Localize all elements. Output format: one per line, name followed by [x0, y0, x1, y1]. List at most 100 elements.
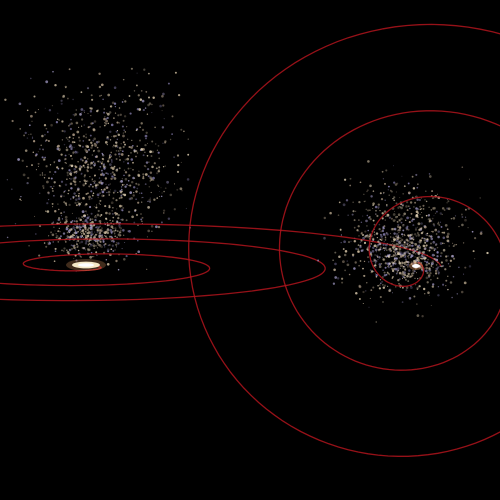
star — [140, 147, 143, 151]
star — [42, 148, 44, 151]
star — [412, 250, 415, 254]
star — [452, 257, 456, 260]
star — [120, 180, 123, 183]
star — [400, 240, 403, 243]
star — [435, 267, 439, 271]
star — [93, 163, 96, 167]
star — [346, 260, 348, 262]
star — [392, 243, 394, 245]
star — [80, 108, 84, 111]
star — [379, 295, 382, 299]
star — [398, 228, 401, 232]
star — [92, 127, 96, 131]
star — [88, 138, 91, 142]
star — [136, 128, 139, 131]
star — [406, 201, 409, 204]
star — [78, 205, 80, 207]
star — [164, 141, 167, 144]
star — [383, 225, 386, 228]
star — [78, 126, 80, 128]
star — [110, 154, 112, 157]
star — [411, 175, 414, 178]
star — [75, 240, 78, 243]
star — [113, 144, 115, 146]
star — [97, 209, 100, 213]
star — [440, 265, 443, 268]
star — [399, 197, 401, 199]
star — [391, 292, 394, 294]
star — [406, 216, 409, 220]
star — [105, 217, 108, 220]
star — [162, 104, 165, 107]
star — [120, 194, 123, 197]
star — [72, 232, 75, 234]
star — [158, 190, 160, 193]
star — [69, 123, 71, 126]
star — [120, 186, 123, 188]
star — [52, 174, 55, 176]
star — [72, 153, 74, 155]
star — [111, 210, 113, 212]
star — [149, 197, 151, 199]
star — [41, 172, 44, 174]
star — [402, 262, 405, 265]
star — [103, 111, 106, 114]
star — [396, 254, 398, 256]
star — [68, 140, 70, 142]
star — [391, 261, 394, 264]
star — [409, 207, 411, 210]
star — [119, 190, 121, 192]
star — [454, 215, 457, 217]
star — [82, 135, 86, 138]
star — [447, 288, 449, 291]
star — [398, 278, 401, 281]
star — [113, 189, 117, 193]
star — [371, 241, 373, 243]
star — [121, 209, 124, 212]
star — [46, 202, 49, 205]
star — [367, 256, 369, 259]
star — [376, 236, 379, 239]
star — [149, 171, 153, 175]
star — [105, 119, 108, 123]
star — [155, 143, 157, 145]
star — [332, 259, 334, 261]
star — [162, 142, 164, 144]
star — [84, 230, 87, 232]
star — [97, 196, 99, 199]
star — [34, 111, 37, 114]
star — [420, 270, 423, 272]
star — [76, 130, 80, 134]
star — [91, 194, 94, 197]
star — [98, 72, 101, 76]
star — [402, 235, 404, 237]
star — [81, 210, 85, 214]
star — [108, 204, 111, 207]
star — [124, 100, 127, 103]
star — [111, 175, 115, 179]
star — [73, 146, 75, 149]
star — [378, 250, 380, 252]
star — [103, 165, 106, 168]
star — [431, 220, 433, 222]
star — [398, 272, 402, 275]
star — [108, 235, 112, 238]
star — [106, 136, 109, 139]
star — [406, 242, 409, 245]
star — [415, 272, 418, 274]
star — [87, 234, 90, 237]
star — [117, 191, 119, 194]
star — [100, 213, 103, 216]
star — [159, 104, 162, 108]
star — [375, 321, 377, 323]
star — [65, 204, 68, 206]
star — [110, 225, 114, 229]
star — [90, 146, 93, 149]
star — [417, 234, 421, 237]
star — [116, 246, 118, 248]
star — [362, 290, 365, 294]
star — [120, 218, 123, 221]
star — [397, 237, 400, 240]
star — [115, 158, 118, 160]
star — [105, 211, 108, 215]
